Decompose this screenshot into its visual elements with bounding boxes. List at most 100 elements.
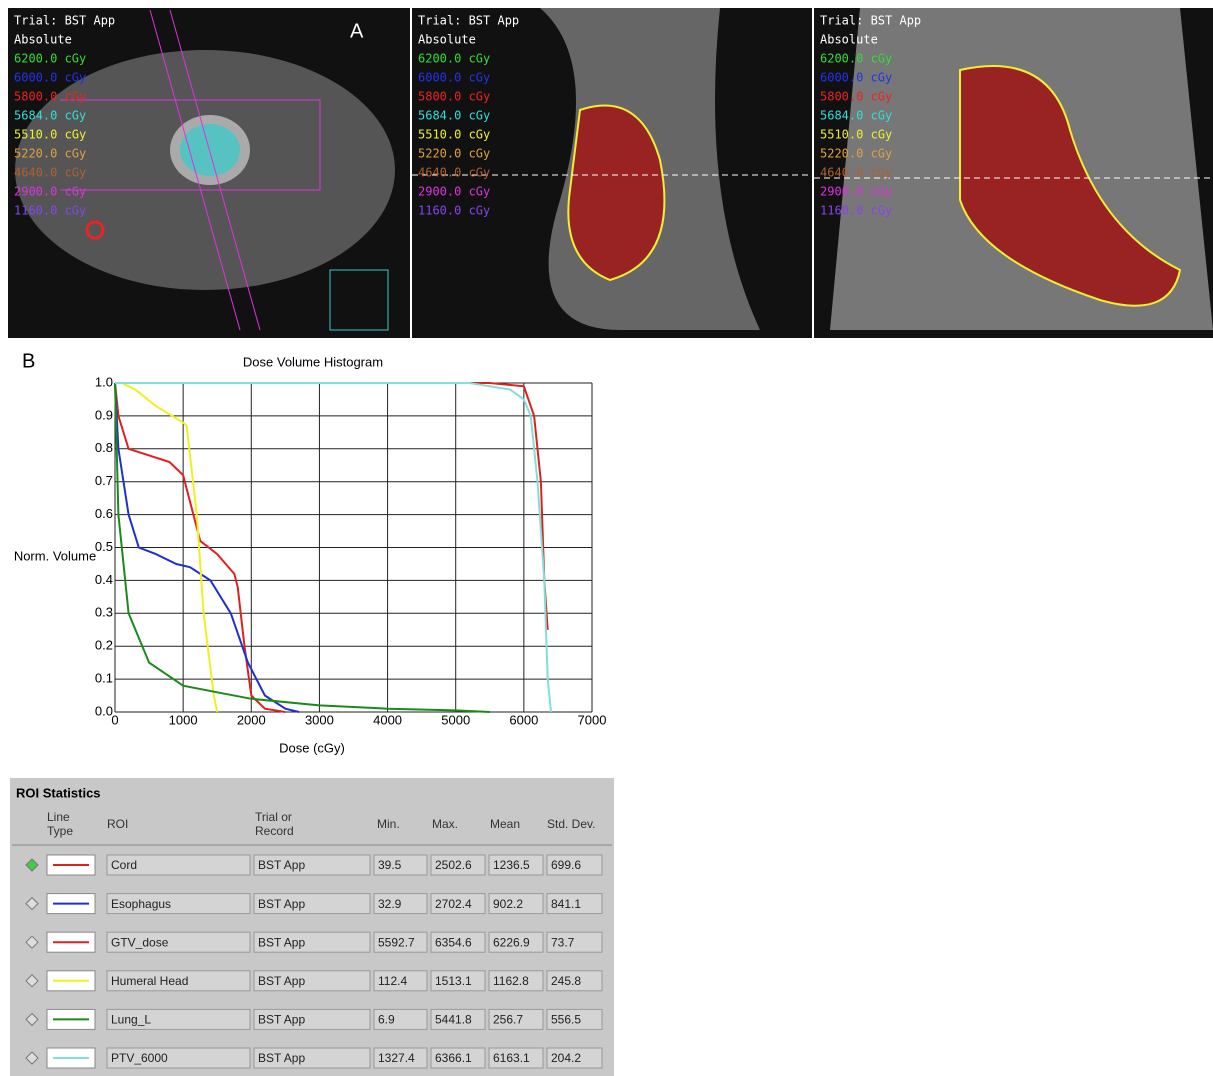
cell-mean: 1236.5 [493, 858, 530, 872]
cell-min: 39.5 [378, 858, 402, 872]
cell-roi: Cord [111, 858, 137, 872]
isodose-label: 5684.0 cGy [820, 109, 892, 123]
cell-roi: Lung_L [111, 1013, 151, 1027]
y-tick-label: 0.7 [95, 473, 113, 488]
x-tick-label: 4000 [373, 712, 402, 727]
isodose-label: 5800.0 cGy [14, 90, 86, 104]
y-tick-label: 0.1 [95, 671, 113, 686]
panel-label: A [350, 20, 364, 42]
isodose-label: 6000.0 cGy [14, 71, 86, 85]
isodose-label: 5684.0 cGy [418, 109, 490, 123]
cell-mean: 6163.1 [493, 1051, 530, 1065]
column-header: ROI [107, 817, 128, 831]
y-tick-label: 0.4 [95, 572, 113, 587]
isodose-label: 5510.0 cGy [14, 128, 86, 142]
cell-roi: GTV_dose [111, 935, 169, 949]
ct-images [8, 8, 1213, 338]
cell-roi: PTV_6000 [111, 1051, 168, 1065]
x-tick-label: 7000 [578, 712, 607, 727]
x-tick-label: 3000 [305, 712, 334, 727]
isodose-label: 6000.0 cGy [820, 71, 892, 85]
isodose-label: 4640.0 cGy [14, 166, 86, 180]
cell-max: 1513.1 [435, 974, 472, 988]
y-tick-label: 0.2 [95, 638, 113, 653]
column-header: Max. [432, 817, 458, 831]
y-axis-label: Norm. Volume [14, 548, 96, 563]
trial-label: Trial: BST App [820, 14, 921, 28]
x-tick-label: 6000 [509, 712, 538, 727]
trial-label: Trial: BST App [14, 14, 115, 28]
y-tick-label: 0.9 [95, 407, 113, 422]
mode-label: Absolute [14, 33, 72, 47]
cell-std: 73.7 [551, 935, 575, 949]
isodose-label: 5220.0 cGy [14, 147, 86, 161]
isodose-label: 5510.0 cGy [418, 128, 490, 142]
isodose-label: 5220.0 cGy [418, 147, 490, 161]
column-header: Mean [490, 817, 520, 831]
cell-trial: BST App [258, 935, 305, 949]
cell-std: 204.2 [551, 1051, 581, 1065]
y-tick-label: 0.5 [95, 539, 113, 554]
x-tick-label: 5000 [441, 712, 470, 727]
cell-mean: 1162.8 [493, 974, 529, 988]
cell-min: 32.9 [378, 897, 402, 911]
cell-min: 5592.7 [378, 935, 415, 949]
isodose-label: 5800.0 cGy [418, 90, 490, 104]
isodose-label: 5220.0 cGy [820, 147, 892, 161]
isodose-label: 1160.0 cGy [14, 204, 86, 218]
trial-label: Trial: BST App [418, 14, 519, 28]
mode-label: Absolute [820, 33, 878, 47]
isodose-label: 6000.0 cGy [418, 71, 490, 85]
cell-max: 2502.6 [435, 858, 472, 872]
x-tick-label: 2000 [237, 712, 266, 727]
isodose-label: 4640.0 cGy [820, 166, 892, 180]
cell-trial: BST App [258, 897, 305, 911]
isodose-label: 5800.0 cGy [820, 90, 892, 104]
isodose-label: 2900.0 cGy [418, 185, 490, 199]
cell-roi: Esophagus [111, 897, 171, 911]
cell-min: 112.4 [378, 974, 407, 988]
isodose-label: 2900.0 cGy [14, 185, 86, 199]
cell-trial: BST App [258, 1051, 305, 1065]
cell-roi: Humeral Head [111, 974, 188, 988]
cell-std: 699.6 [551, 858, 581, 872]
isodose-label: 5510.0 cGy [820, 128, 892, 142]
panel-label: B [22, 350, 35, 372]
isodose-label: 1160.0 cGy [820, 204, 892, 218]
table-title: ROI Statistics [16, 785, 101, 800]
isodose-label: 1160.0 cGy [418, 204, 490, 218]
isodose-label: 5684.0 cGy [14, 109, 86, 123]
y-tick-label: 0.3 [95, 605, 113, 620]
isodose-label: 2900.0 cGy [820, 185, 892, 199]
cell-mean: 902.2 [493, 897, 523, 911]
figure: A B Dose Volume Histogram Norm. Volume D… [0, 0, 1213, 1076]
y-tick-label: 1.0 [95, 374, 113, 389]
x-tick-label: 1000 [169, 712, 198, 727]
isodose-label: 6200.0 cGy [14, 52, 86, 66]
chart-title: Dose Volume Histogram [243, 354, 383, 369]
cell-std: 556.5 [551, 1013, 581, 1027]
cell-trial: BST App [258, 858, 305, 872]
cell-min: 1327.4 [378, 1051, 415, 1065]
mode-label: Absolute [418, 33, 476, 47]
column-header: Std. Dev. [547, 817, 595, 831]
cell-std: 245.8 [551, 974, 581, 988]
cell-max: 2702.4 [435, 897, 472, 911]
isodose-label: 4640.0 cGy [418, 166, 490, 180]
y-tick-label: 0.6 [95, 506, 113, 521]
isodose-label: 6200.0 cGy [418, 52, 490, 66]
x-axis-label: Dose (cGy) [279, 740, 345, 755]
cell-max: 6354.6 [435, 935, 472, 949]
y-tick-label: 0.8 [95, 440, 113, 455]
cell-min: 6.9 [378, 1013, 395, 1027]
roi-table [10, 778, 614, 1076]
cell-max: 6366.1 [435, 1051, 472, 1065]
isodose-label: 6200.0 cGy [820, 52, 892, 66]
cell-std: 841.1 [551, 897, 581, 911]
cell-max: 5441.8 [435, 1013, 472, 1027]
cell-trial: BST App [258, 1013, 305, 1027]
cell-mean: 256.7 [493, 1013, 523, 1027]
cell-trial: BST App [258, 974, 305, 988]
